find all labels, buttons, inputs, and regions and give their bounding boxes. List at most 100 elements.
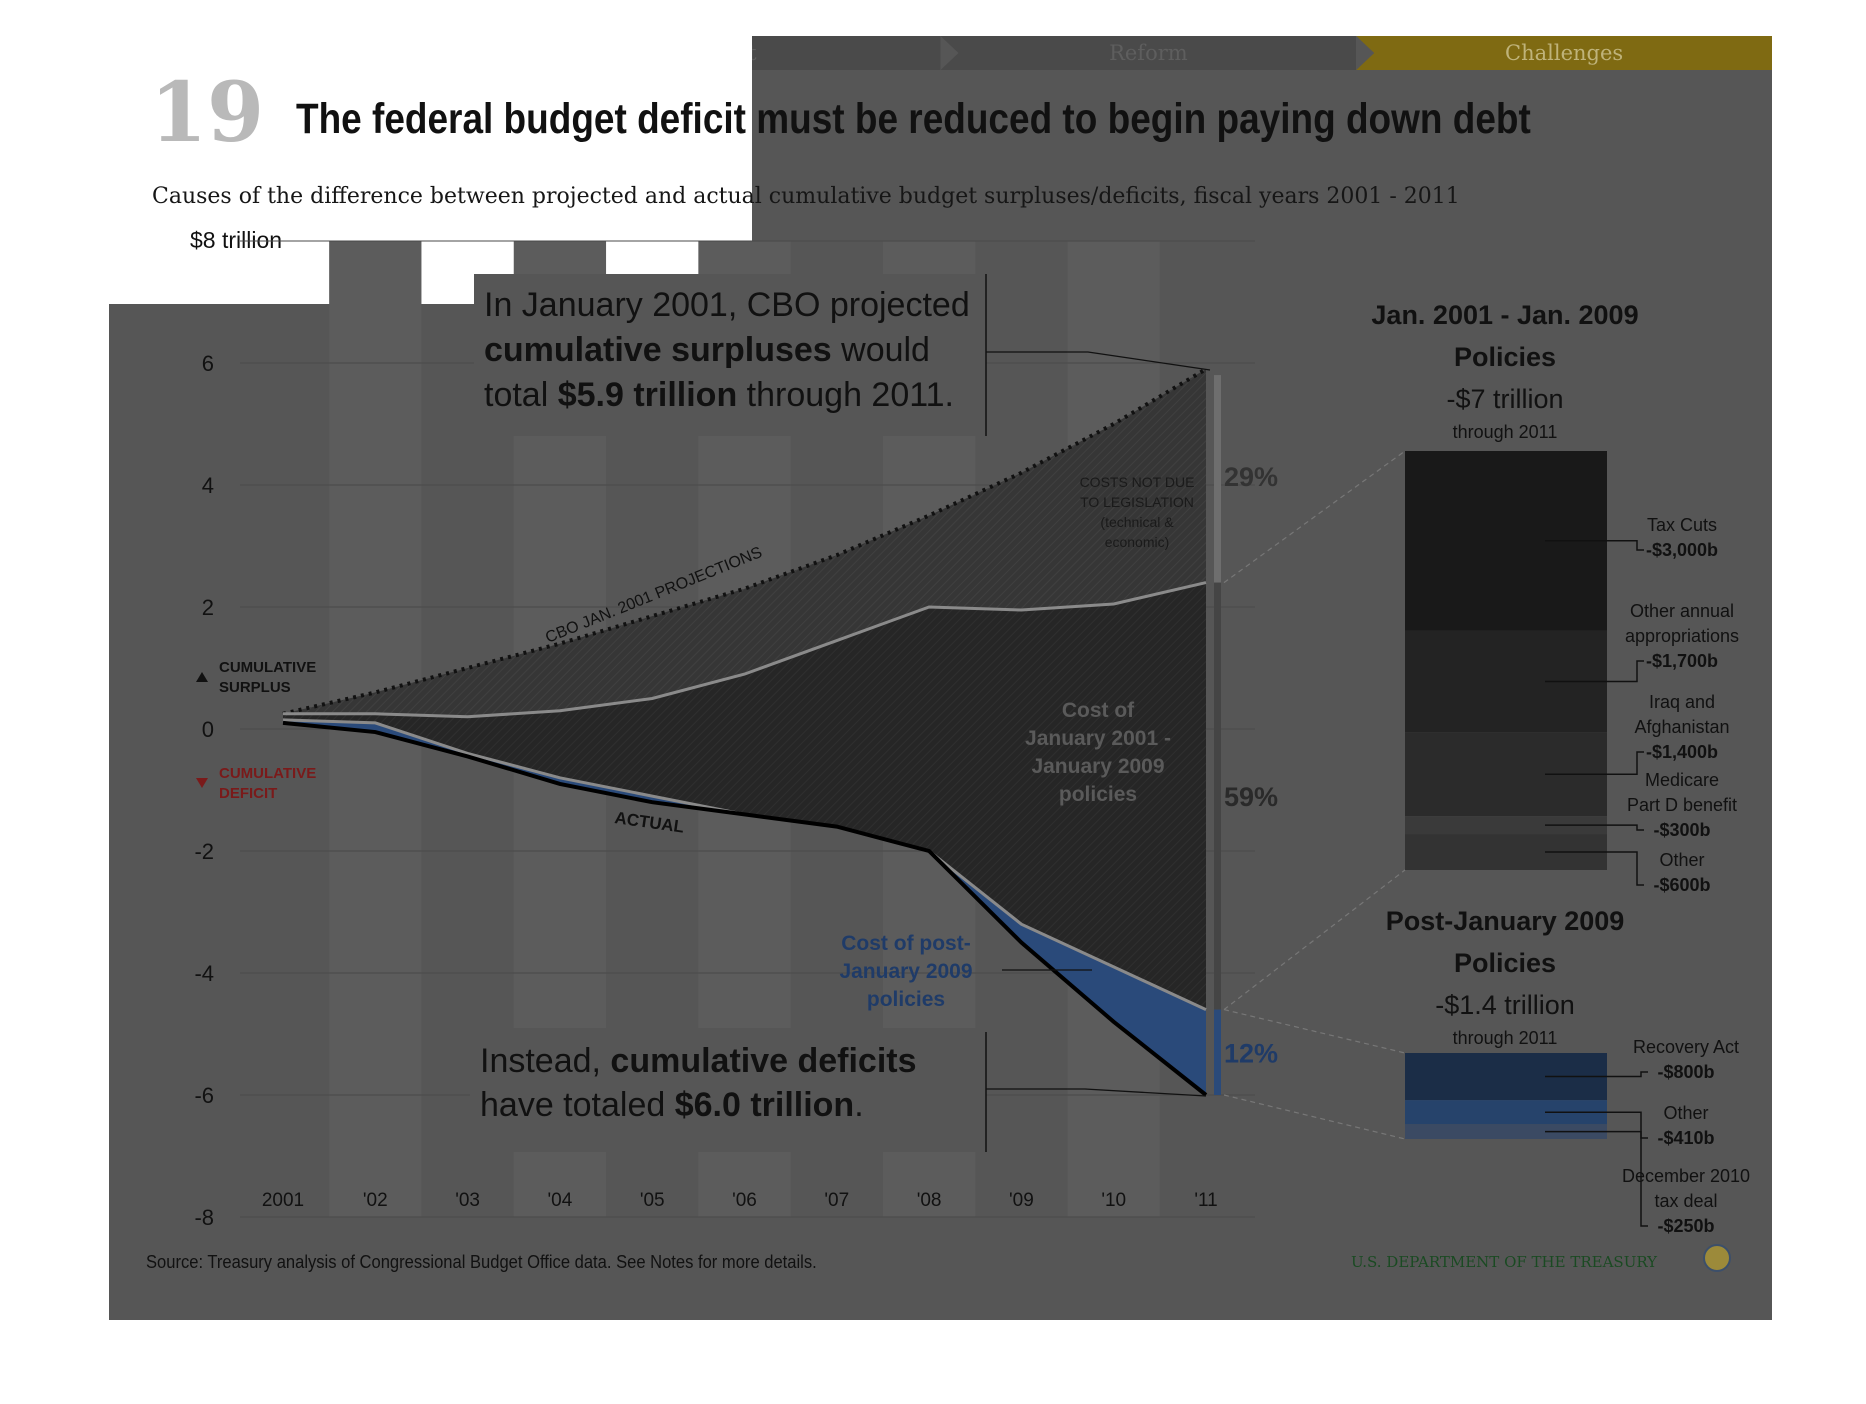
x-tick-label: '09 <box>1009 1190 1034 1211</box>
projected-callout-segment: In January 2001, CBO projected <box>484 286 970 324</box>
pct-bar-costs-not-due <box>1214 375 1221 583</box>
breakdown-2001-2009-item-label: Other annual <box>1630 601 1734 621</box>
projected-callout-segment: would <box>832 331 930 369</box>
breakdown-post-2009-item-value: -$250b <box>1657 1216 1714 1236</box>
breakdown-post-2009-leader <box>1545 1071 1648 1078</box>
nav-step-reform[interactable]: Reform <box>940 36 1357 70</box>
y-tick-label: -4 <box>194 961 214 986</box>
breakdown-2001-2009-leader <box>1545 851 1644 886</box>
breakdown-2001-2009-item-label: Iraq and <box>1649 692 1715 712</box>
projected-callout-line: total $5.9 trillion through 2011. <box>484 376 954 414</box>
projected-callout-segment: $5.9 trillion <box>558 376 738 414</box>
y-tick-label: 2 <box>202 595 214 620</box>
breakdown-post-2009-item-label: December 2010 <box>1622 1166 1750 1186</box>
breakdown-2001-2009-item-value: -$600b <box>1653 875 1710 895</box>
deficit-triangle-icon <box>196 778 208 788</box>
breakdown-post-2009-title: Post-January 2009 <box>1386 906 1625 936</box>
y-axis-top-label: $8 trillion <box>190 227 283 253</box>
pct-bar-post-2009 <box>1214 1009 1221 1095</box>
nav-step-challenges[interactable]: Challenges <box>1356 36 1772 70</box>
projected-callout-bg <box>474 274 986 436</box>
actual-callout-segment: $6.0 trillion <box>675 1086 855 1124</box>
breakdown-2001-2009-item-value: -$3,000b <box>1646 540 1718 560</box>
region-label-post-2009: Cost of post- <box>841 932 970 955</box>
projected-callout-leader <box>986 351 1211 371</box>
breakdown-post-2009-connector-bottom <box>1223 1094 1406 1140</box>
actual-callout-segment: have totaled <box>480 1086 675 1124</box>
y-tick-label: -8 <box>194 1205 214 1230</box>
actual-callout-bg <box>470 1028 986 1152</box>
breakdown-2001-2009-item-label: Afghanistan <box>1634 717 1729 737</box>
x-tick-label: '11 <box>1194 1190 1217 1211</box>
region-label-costs-not-due: TO LEGISLATION <box>1080 494 1194 510</box>
projected-callout-segment: total <box>484 376 558 414</box>
page-number: 19 <box>150 65 265 161</box>
x-tick-label: '02 <box>363 1190 388 1211</box>
breakdown-2001-2009-item-label: Part D benefit <box>1627 795 1737 815</box>
breakdown-post-2009-leader <box>1545 1111 1648 1139</box>
percent-label: 29% <box>1224 462 1278 492</box>
region-label-2001-2009: Cost of <box>1062 699 1135 722</box>
breakdown-post-2009-item-label: Recovery Act <box>1633 1037 1739 1057</box>
region-label-post-2009: January 2009 <box>839 960 972 983</box>
x-tick-label: '05 <box>640 1190 665 1211</box>
pct-bar-2001-2009 <box>1214 582 1221 1010</box>
source-note: Source: Treasury analysis of Congression… <box>146 1252 817 1272</box>
y-tick-label: 0 <box>202 717 214 742</box>
line-actual <box>282 720 1208 1097</box>
x-tick-label: '08 <box>917 1190 942 1211</box>
actual-callout-leader <box>986 1088 1207 1097</box>
breakdown-post-2009-connector-top <box>1223 1009 1406 1054</box>
breakdown-2001-2009-leader <box>1545 660 1644 683</box>
deficit-marker-label: CUMULATIVE <box>219 765 316 782</box>
surplus-marker-label: SURPLUS <box>219 679 291 696</box>
breakdown-post-2009-item-value: -$410b <box>1657 1128 1714 1148</box>
series-label-actual: ACTUAL <box>613 808 685 837</box>
x-tick-label: 2001 <box>262 1190 304 1211</box>
y-tick-label: -2 <box>194 839 214 864</box>
breakdown-2001-2009-title: Jan. 2001 - Jan. 2009 <box>1371 300 1638 330</box>
page-title: The federal budget deficit must be reduc… <box>296 95 1531 143</box>
breakdown-post-2009-title: Policies <box>1454 948 1556 978</box>
x-tick-label: '10 <box>1101 1190 1126 1211</box>
line-boundary-upper <box>283 581 1207 719</box>
region-label-post-2009: policies <box>867 988 945 1011</box>
breakdown-post-2009-segment <box>1405 1124 1607 1139</box>
x-tick-label: '03 <box>455 1190 480 1211</box>
breakdown-2001-2009-total: -$7 trillion <box>1446 384 1563 414</box>
breakdown-2001-2009-item-label: Tax Cuts <box>1647 515 1717 535</box>
breakdown-2001-2009-connector-bottom <box>1223 869 1406 1011</box>
breakdown-2001-2009-segment <box>1405 816 1607 835</box>
header-box <box>109 36 752 304</box>
breakdown-post-2009-item-label: tax deal <box>1654 1191 1717 1211</box>
breakdown-2001-2009-title: Policies <box>1454 342 1556 372</box>
x-tick-label: '06 <box>732 1190 757 1211</box>
breakdown-post-2009-total-sub: through 2011 <box>1453 1028 1558 1048</box>
actual-callout-segment: . <box>854 1086 863 1124</box>
surplus-triangle-icon <box>196 672 208 682</box>
breakdown-2001-2009-leader <box>1545 540 1644 551</box>
x-tick-label: '07 <box>824 1190 849 1211</box>
area-cost-2001-2009-policies <box>283 582 1206 1010</box>
y-tick-label: 6 <box>202 351 214 376</box>
actual-callout-segment: cumulative deficits <box>610 1042 916 1080</box>
page-subtitle: Causes of the difference between project… <box>152 184 1460 209</box>
projected-callout-segment: through 2011. <box>737 376 954 414</box>
breakdown-2001-2009-item-label: Other <box>1659 850 1704 870</box>
x-tick-label: '04 <box>548 1190 573 1211</box>
breakdown-2001-2009-connector-top <box>1223 450 1406 584</box>
actual-callout-line: have totaled $6.0 trillion. <box>480 1086 864 1124</box>
projected-callout-line: cumulative surpluses would <box>484 331 930 369</box>
surplus-marker-label: CUMULATIVE <box>219 659 316 676</box>
breakdown-post-2009-leader <box>1545 1130 1648 1227</box>
breakdown-2001-2009-total-sub: through 2011 <box>1453 422 1558 442</box>
breakdown-post-2009-item-label: Other <box>1663 1103 1708 1123</box>
region-label-costs-not-due: COSTS NOT DUE <box>1080 474 1195 490</box>
breakdown-2001-2009-item-value: -$1,700b <box>1646 651 1718 671</box>
projected-callout-segment: cumulative surpluses <box>484 331 832 369</box>
breakdown-post-2009-item-value: -$800b <box>1657 1062 1714 1082</box>
projected-callout-line: In January 2001, CBO projected <box>484 286 970 324</box>
region-label-costs-not-due: economic) <box>1105 534 1170 550</box>
breakdown-2001-2009-leader <box>1545 751 1644 775</box>
